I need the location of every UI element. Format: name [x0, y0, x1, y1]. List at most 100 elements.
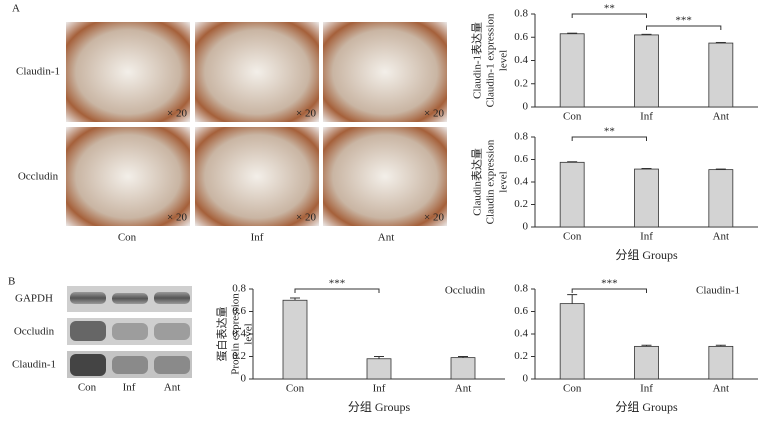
y-tick-label: 0.4: [514, 54, 528, 66]
x-tick-label: Con: [286, 383, 305, 395]
y-tick-label: 0.6: [232, 305, 246, 317]
bar: [366, 358, 392, 380]
y-tick-label: 0.6: [514, 153, 528, 165]
magnification: × 20: [167, 108, 187, 120]
error-bar: [715, 41, 726, 44]
x-tick-label: Inf: [640, 111, 653, 123]
x-axis-label: 分组 Groups: [348, 400, 411, 414]
x-tick-label: Con: [563, 383, 582, 395]
error-bar: [641, 344, 652, 347]
x-axis-label: 分组 Groups: [615, 248, 678, 262]
bar: [450, 357, 476, 380]
y-axis-label: Claudin expression: [485, 139, 497, 224]
y-axis-label: Claudin表达量: [470, 148, 484, 216]
y-tick-label: 0: [523, 221, 529, 233]
chart-title: Occludin: [445, 285, 486, 297]
x-tick-label: Con: [563, 111, 582, 123]
western-blot: [67, 286, 192, 378]
micrographs: [66, 22, 447, 226]
magnification: × 20: [424, 108, 444, 120]
bar: [634, 345, 659, 380]
y-axis-label: 蛋白表达量: [215, 307, 229, 362]
y-tick-label: 0.6: [514, 305, 528, 317]
bar: [634, 34, 659, 108]
bar: [708, 169, 734, 228]
band-label: GAPDH: [15, 293, 53, 305]
x-tick-label: Con: [563, 231, 582, 243]
bar: [634, 168, 659, 228]
column-label: Con: [118, 232, 137, 244]
y-tick-label: 0.4: [514, 176, 528, 188]
significance-bracket: [646, 25, 722, 30]
error-bar: [374, 356, 384, 359]
y-tick-label: 0.2: [514, 198, 528, 210]
x-tick-label: Inf: [373, 383, 386, 395]
lane-label: Inf: [123, 382, 136, 394]
significance-bracket: [571, 136, 647, 141]
bar: [559, 33, 585, 108]
error-bar: [641, 168, 652, 170]
significance-label: ***: [601, 278, 618, 290]
lane-label: Con: [78, 382, 97, 394]
x-tick-label: Ant: [713, 111, 730, 123]
y-tick-label: 0: [523, 101, 529, 113]
y-tick-label: 0: [523, 373, 529, 385]
x-tick-label: Ant: [713, 383, 730, 395]
x-tick-label: Ant: [455, 383, 472, 395]
row-label: Claudin-1: [16, 66, 60, 78]
error-bar: [458, 356, 468, 358]
significance-label: ***: [675, 15, 692, 27]
bar: [708, 345, 734, 380]
band-label: Occludin: [14, 326, 55, 338]
y-axis-label: Claudin-1 expression: [485, 13, 497, 107]
panel-label: B: [8, 276, 15, 288]
y-tick-label: 0.8: [514, 283, 528, 295]
error-bar: [567, 32, 578, 34]
panel-label: A: [12, 3, 20, 15]
magnification: × 20: [167, 212, 187, 224]
y-axis-label: Protein expression: [230, 293, 242, 375]
error-bar: [641, 33, 652, 35]
significance-label: **: [604, 126, 615, 138]
significance-bracket: [571, 13, 647, 18]
significance-label: ***: [329, 278, 346, 290]
bar: [559, 303, 585, 380]
y-tick-label: 0.2: [232, 350, 246, 362]
y-tick-label: 0.2: [514, 350, 528, 362]
x-tick-label: Inf: [640, 383, 653, 395]
bar: [282, 299, 308, 380]
x-tick-label: Ant: [713, 231, 730, 243]
error-bar: [567, 294, 578, 304]
y-tick-label: 0.8: [514, 131, 528, 143]
significance-bracket: [294, 288, 380, 293]
x-tick-label: Inf: [640, 231, 653, 243]
band-label: Claudin-1: [12, 359, 56, 371]
significance-bracket: [571, 288, 647, 293]
column-label: Ant: [378, 232, 395, 244]
y-tick-label: 0: [241, 373, 247, 385]
significance-label: **: [604, 3, 615, 15]
magnification: × 20: [424, 212, 444, 224]
chart-title: Claudin-1: [696, 285, 740, 297]
x-axis-label: 分组 Groups: [615, 400, 678, 414]
y-tick-label: 0.2: [514, 77, 528, 89]
error-bar: [715, 168, 726, 170]
y-tick-label: 0.8: [232, 283, 246, 295]
column-label: Inf: [251, 232, 264, 244]
y-axis-label: level: [498, 171, 510, 192]
y-axis-label: Claudin-1表达量: [470, 22, 484, 99]
y-tick-label: 0.6: [514, 31, 528, 43]
magnification: × 20: [296, 212, 316, 224]
error-bar: [290, 297, 300, 301]
error-bar: [715, 344, 726, 347]
bar: [708, 42, 734, 108]
bar: [559, 161, 585, 228]
y-axis-label: level: [243, 323, 255, 344]
magnification: × 20: [296, 108, 316, 120]
y-axis-label: level: [498, 50, 510, 71]
error-bar: [567, 161, 578, 163]
y-tick-label: 0.8: [514, 8, 528, 20]
y-tick-label: 0.4: [232, 328, 246, 340]
y-tick-label: 0.4: [514, 328, 528, 340]
